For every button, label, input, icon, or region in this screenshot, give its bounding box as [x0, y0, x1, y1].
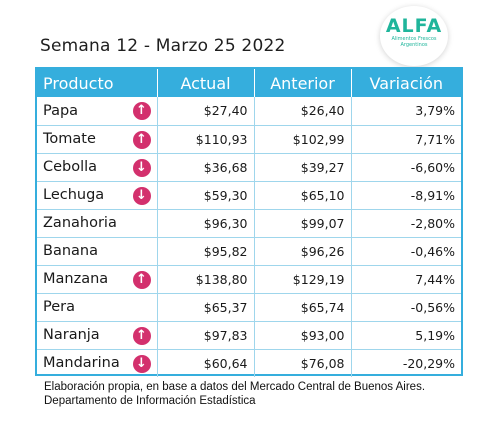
product-cell: Lechuga ↓	[37, 181, 158, 210]
table-row: Pera $65,37 $65,74 -0,56%	[37, 293, 461, 322]
actual-cell: $95,82	[157, 237, 255, 266]
header-actual: Actual	[157, 69, 255, 97]
table-row: Tomate ↑ $110,93 $102,99 7,71%	[37, 125, 461, 154]
product-name: Tomate	[43, 131, 96, 147]
source-note: Elaboración propia, en base a datos del …	[44, 380, 425, 408]
actual-cell: $36,68	[157, 153, 255, 182]
product-cell: Zanahoria	[37, 209, 158, 238]
product-cell: Naranja ↑	[37, 321, 158, 350]
actual-cell: $65,37	[157, 293, 255, 322]
product-cell: Pera	[37, 293, 158, 322]
price-table-container: Producto Actual Anterior Variación Papa ↑…	[35, 67, 463, 377]
price-table: Producto Actual Anterior Variación Papa ↑…	[37, 69, 461, 377]
anterior-cell: $129,19	[254, 265, 352, 294]
table-row: Cebolla ↓ $36,68 $39,27 -6,60%	[37, 153, 461, 182]
anterior-cell: $65,10	[254, 181, 352, 210]
product-name: Lechuga	[43, 187, 105, 203]
anterior-cell: $76,08	[254, 349, 352, 377]
table-row: Mandarina ↓ $60,64 $76,08 -20,29%	[37, 349, 461, 377]
anterior-cell: $96,26	[254, 237, 352, 266]
product-cell: Manzana ↑	[37, 265, 158, 294]
arrow-up-icon: ↑	[132, 270, 151, 289]
arrow-up-icon: ↑	[132, 130, 151, 149]
actual-cell: $27,40	[157, 97, 255, 126]
header-variacion: Variación	[351, 69, 461, 97]
variacion-cell: -6,60%	[351, 153, 461, 182]
header-anterior: Anterior	[254, 69, 352, 97]
variacion-cell: -2,80%	[351, 209, 461, 238]
table-row: Manzana ↑ $138,80 $129,19 7,44%	[37, 265, 461, 294]
anterior-cell: $99,07	[254, 209, 352, 238]
anterior-cell: $39,27	[254, 153, 352, 182]
anterior-cell: $93,00	[254, 321, 352, 350]
product-cell: Banana	[37, 237, 158, 266]
variacion-cell: -0,56%	[351, 293, 461, 322]
logo-word: ALFA	[385, 15, 443, 37]
product-name: Manzana	[43, 271, 109, 287]
source-line-2: Departamento de Información Estadística	[44, 395, 256, 407]
arrow-down-icon: ↓	[132, 158, 151, 177]
product-name: Naranja	[43, 327, 100, 343]
product-cell: Mandarina ↓	[37, 349, 158, 377]
product-name: Cebolla	[43, 159, 98, 175]
arrow-down-icon: ↓	[132, 354, 151, 373]
source-line-1: Elaboración propia, en base a datos del …	[44, 381, 426, 393]
variacion-cell: -8,91%	[351, 181, 461, 210]
table-row: Banana $95,82 $96,26 -0,46%	[37, 237, 461, 266]
actual-cell: $60,64	[157, 349, 255, 377]
alfa-logo: ALFA Alimentos Frescos Argentinos	[380, 6, 448, 66]
actual-cell: $96,30	[157, 209, 255, 238]
actual-cell: $59,30	[157, 181, 255, 210]
product-cell: Cebolla ↓	[37, 153, 158, 182]
table-row: Papa ↑ $27,40 $26,40 3,79%	[37, 97, 461, 126]
product-name: Zanahoria	[43, 215, 117, 231]
table-header-row: Producto Actual Anterior Variación	[37, 69, 461, 97]
anterior-cell: $65,74	[254, 293, 352, 322]
anterior-cell: $26,40	[254, 97, 352, 126]
product-name: Banana	[43, 243, 98, 259]
arrow-down-icon: ↓	[132, 186, 151, 205]
actual-cell: $138,80	[157, 265, 255, 294]
page-title: Semana 12 - Marzo 25 2022	[40, 36, 286, 56]
arrow-up-icon: ↑	[132, 326, 151, 345]
table-row: Lechuga ↓ $59,30 $65,10 -8,91%	[37, 181, 461, 210]
header-producto: Producto	[37, 69, 158, 97]
variacion-cell: 3,79%	[351, 97, 461, 126]
variacion-cell: -0,46%	[351, 237, 461, 266]
table-row: Naranja ↑ $97,83 $93,00 5,19%	[37, 321, 461, 350]
table-row: Zanahoria $96,30 $99,07 -2,80%	[37, 209, 461, 238]
actual-cell: $110,93	[157, 125, 255, 154]
variacion-cell: -20,29%	[402, 355, 455, 371]
arrow-up-icon: ↑	[132, 102, 151, 120]
anterior-cell: $102,99	[254, 125, 352, 154]
variacion-cell: 7,44%	[351, 265, 461, 294]
variacion-cell: 5,19%	[351, 321, 461, 350]
product-name: Pera	[43, 299, 75, 315]
product-name: Mandarina	[43, 355, 120, 372]
product-cell: Papa ↑	[37, 97, 158, 126]
product-cell: Tomate ↑	[37, 125, 158, 154]
variacion-cell: 7,71%	[351, 125, 461, 154]
actual-cell: $97,83	[157, 321, 255, 350]
logo-subtitle: Alimentos Frescos Argentinos	[391, 36, 437, 48]
product-name: Papa	[43, 102, 79, 119]
